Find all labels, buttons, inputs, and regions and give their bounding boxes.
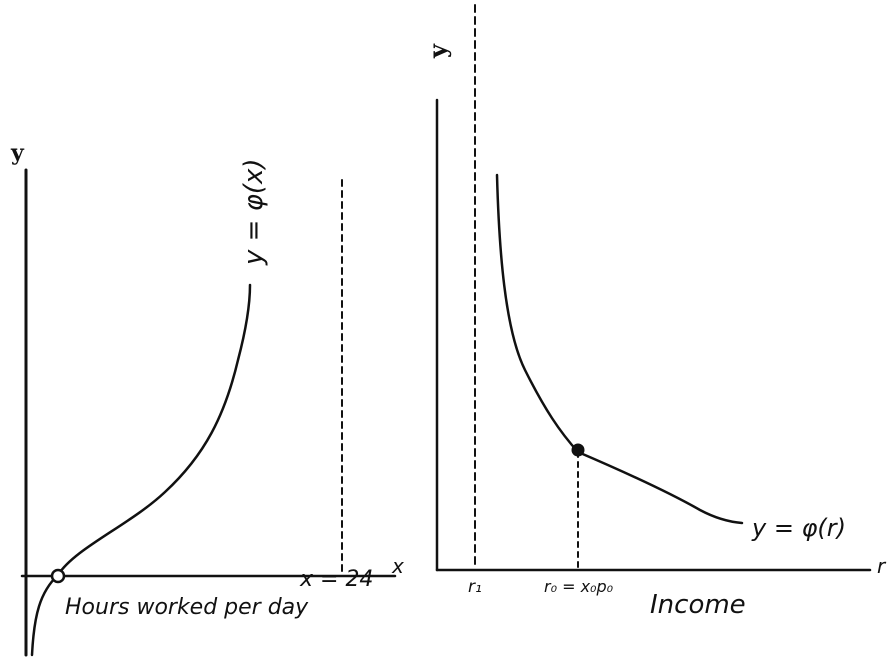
left-origin-point <box>50 568 66 584</box>
left-curve-label: y = φ(x) <box>239 158 269 266</box>
right-curve-label: y = φ(r) <box>751 514 846 542</box>
right-panel: y r y = φ(r) r₁ r₀ = x₀p₀ Income <box>423 4 887 620</box>
left-panel: y x y = φ(x) x = 24 Hours worked per day <box>10 140 404 657</box>
left-curve <box>30 283 252 657</box>
right-point <box>571 443 585 457</box>
left-asymptote-label: x = 24 <box>299 567 373 592</box>
left-axis-caption: Hours worked per day <box>65 595 309 620</box>
right-y-axis-label: y <box>423 43 452 59</box>
right-point-label: r₀ = x₀p₀ <box>544 577 614 596</box>
right-x-axis-label: r <box>877 554 887 578</box>
right-axis-caption: Income <box>650 590 746 620</box>
left-y-axis-label: y <box>10 140 25 166</box>
left-x-axis-label: x <box>391 554 404 578</box>
right-curve <box>495 173 744 525</box>
right-asymptote-label: r₁ <box>468 577 482 597</box>
